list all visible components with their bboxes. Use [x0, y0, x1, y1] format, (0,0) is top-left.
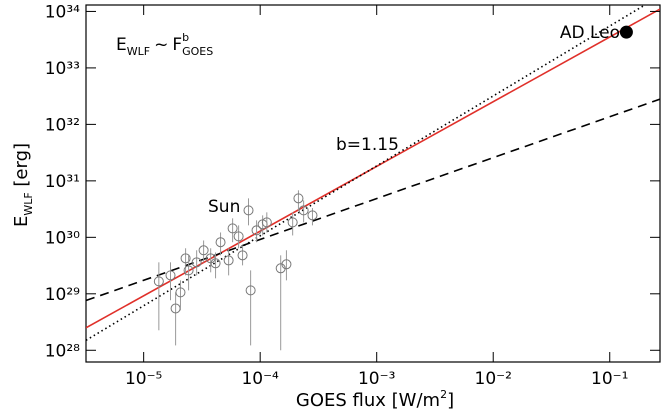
y-tick-label: 10³² — [45, 115, 80, 135]
y-tick-label: 10³¹ — [45, 172, 80, 192]
point — [298, 205, 309, 216]
plot-frame — [85, 4, 661, 363]
y-tick-label: 10³⁰ — [45, 228, 80, 248]
point — [180, 253, 191, 264]
x-axis-label: GOES flux [W/m2] — [296, 388, 454, 411]
y-tick-label: 10³³ — [45, 59, 80, 79]
point — [227, 223, 238, 234]
y-tick-label: 10³⁴ — [45, 2, 80, 22]
x-tick-label: 10⁻¹ — [591, 369, 628, 389]
x-tick-label: 10⁻⁵ — [125, 369, 162, 389]
point — [223, 255, 234, 266]
formula-sup: b — [182, 31, 189, 44]
x-label-sup: 2 — [440, 388, 447, 401]
x-tick-label: 10⁻² — [475, 369, 512, 389]
point — [307, 210, 318, 221]
fit-line — [86, 8, 660, 329]
x-label-part: GOES flux [W/m — [296, 390, 440, 411]
y-label-part: E — [11, 216, 32, 227]
point — [233, 231, 244, 242]
point — [281, 259, 292, 270]
point — [175, 287, 186, 298]
y-tick-label: 10²⁹ — [45, 285, 80, 305]
y-label-part: [erg] — [11, 143, 32, 192]
point — [261, 217, 272, 228]
point — [287, 217, 298, 228]
x-label-part: ] — [447, 390, 454, 411]
point — [191, 257, 202, 268]
point — [293, 193, 304, 204]
x-tick-label: 10⁻³ — [358, 369, 395, 389]
y-axis-label: EWLF [erg] — [11, 143, 35, 227]
formula: EWLF ~ Fb GOES — [116, 31, 213, 58]
point — [215, 237, 226, 248]
legend-label: AD Leo — [560, 23, 620, 43]
formula-sub: GOES — [182, 45, 213, 58]
point — [237, 250, 248, 261]
fit-line — [86, 5, 646, 342]
point — [251, 225, 262, 236]
point — [619, 25, 633, 39]
fit-line — [86, 98, 660, 302]
plot-area — [86, 5, 660, 351]
annotation: Sun — [208, 197, 240, 217]
formula-part: F — [172, 35, 182, 55]
point — [198, 245, 209, 256]
annotation: b=1.15 — [336, 135, 399, 155]
point — [183, 265, 194, 276]
formula-part: E — [116, 35, 127, 55]
point — [245, 285, 256, 296]
point — [243, 205, 254, 216]
y-label-sub: WLF — [22, 192, 35, 215]
formula-part: ~ — [154, 35, 168, 55]
x-tick-label: 10⁻⁴ — [241, 369, 279, 389]
formula-sub: WLF — [127, 45, 150, 58]
y-tick-label: 10²⁸ — [45, 341, 80, 361]
point — [165, 270, 176, 281]
point — [210, 258, 221, 269]
point — [153, 276, 164, 287]
